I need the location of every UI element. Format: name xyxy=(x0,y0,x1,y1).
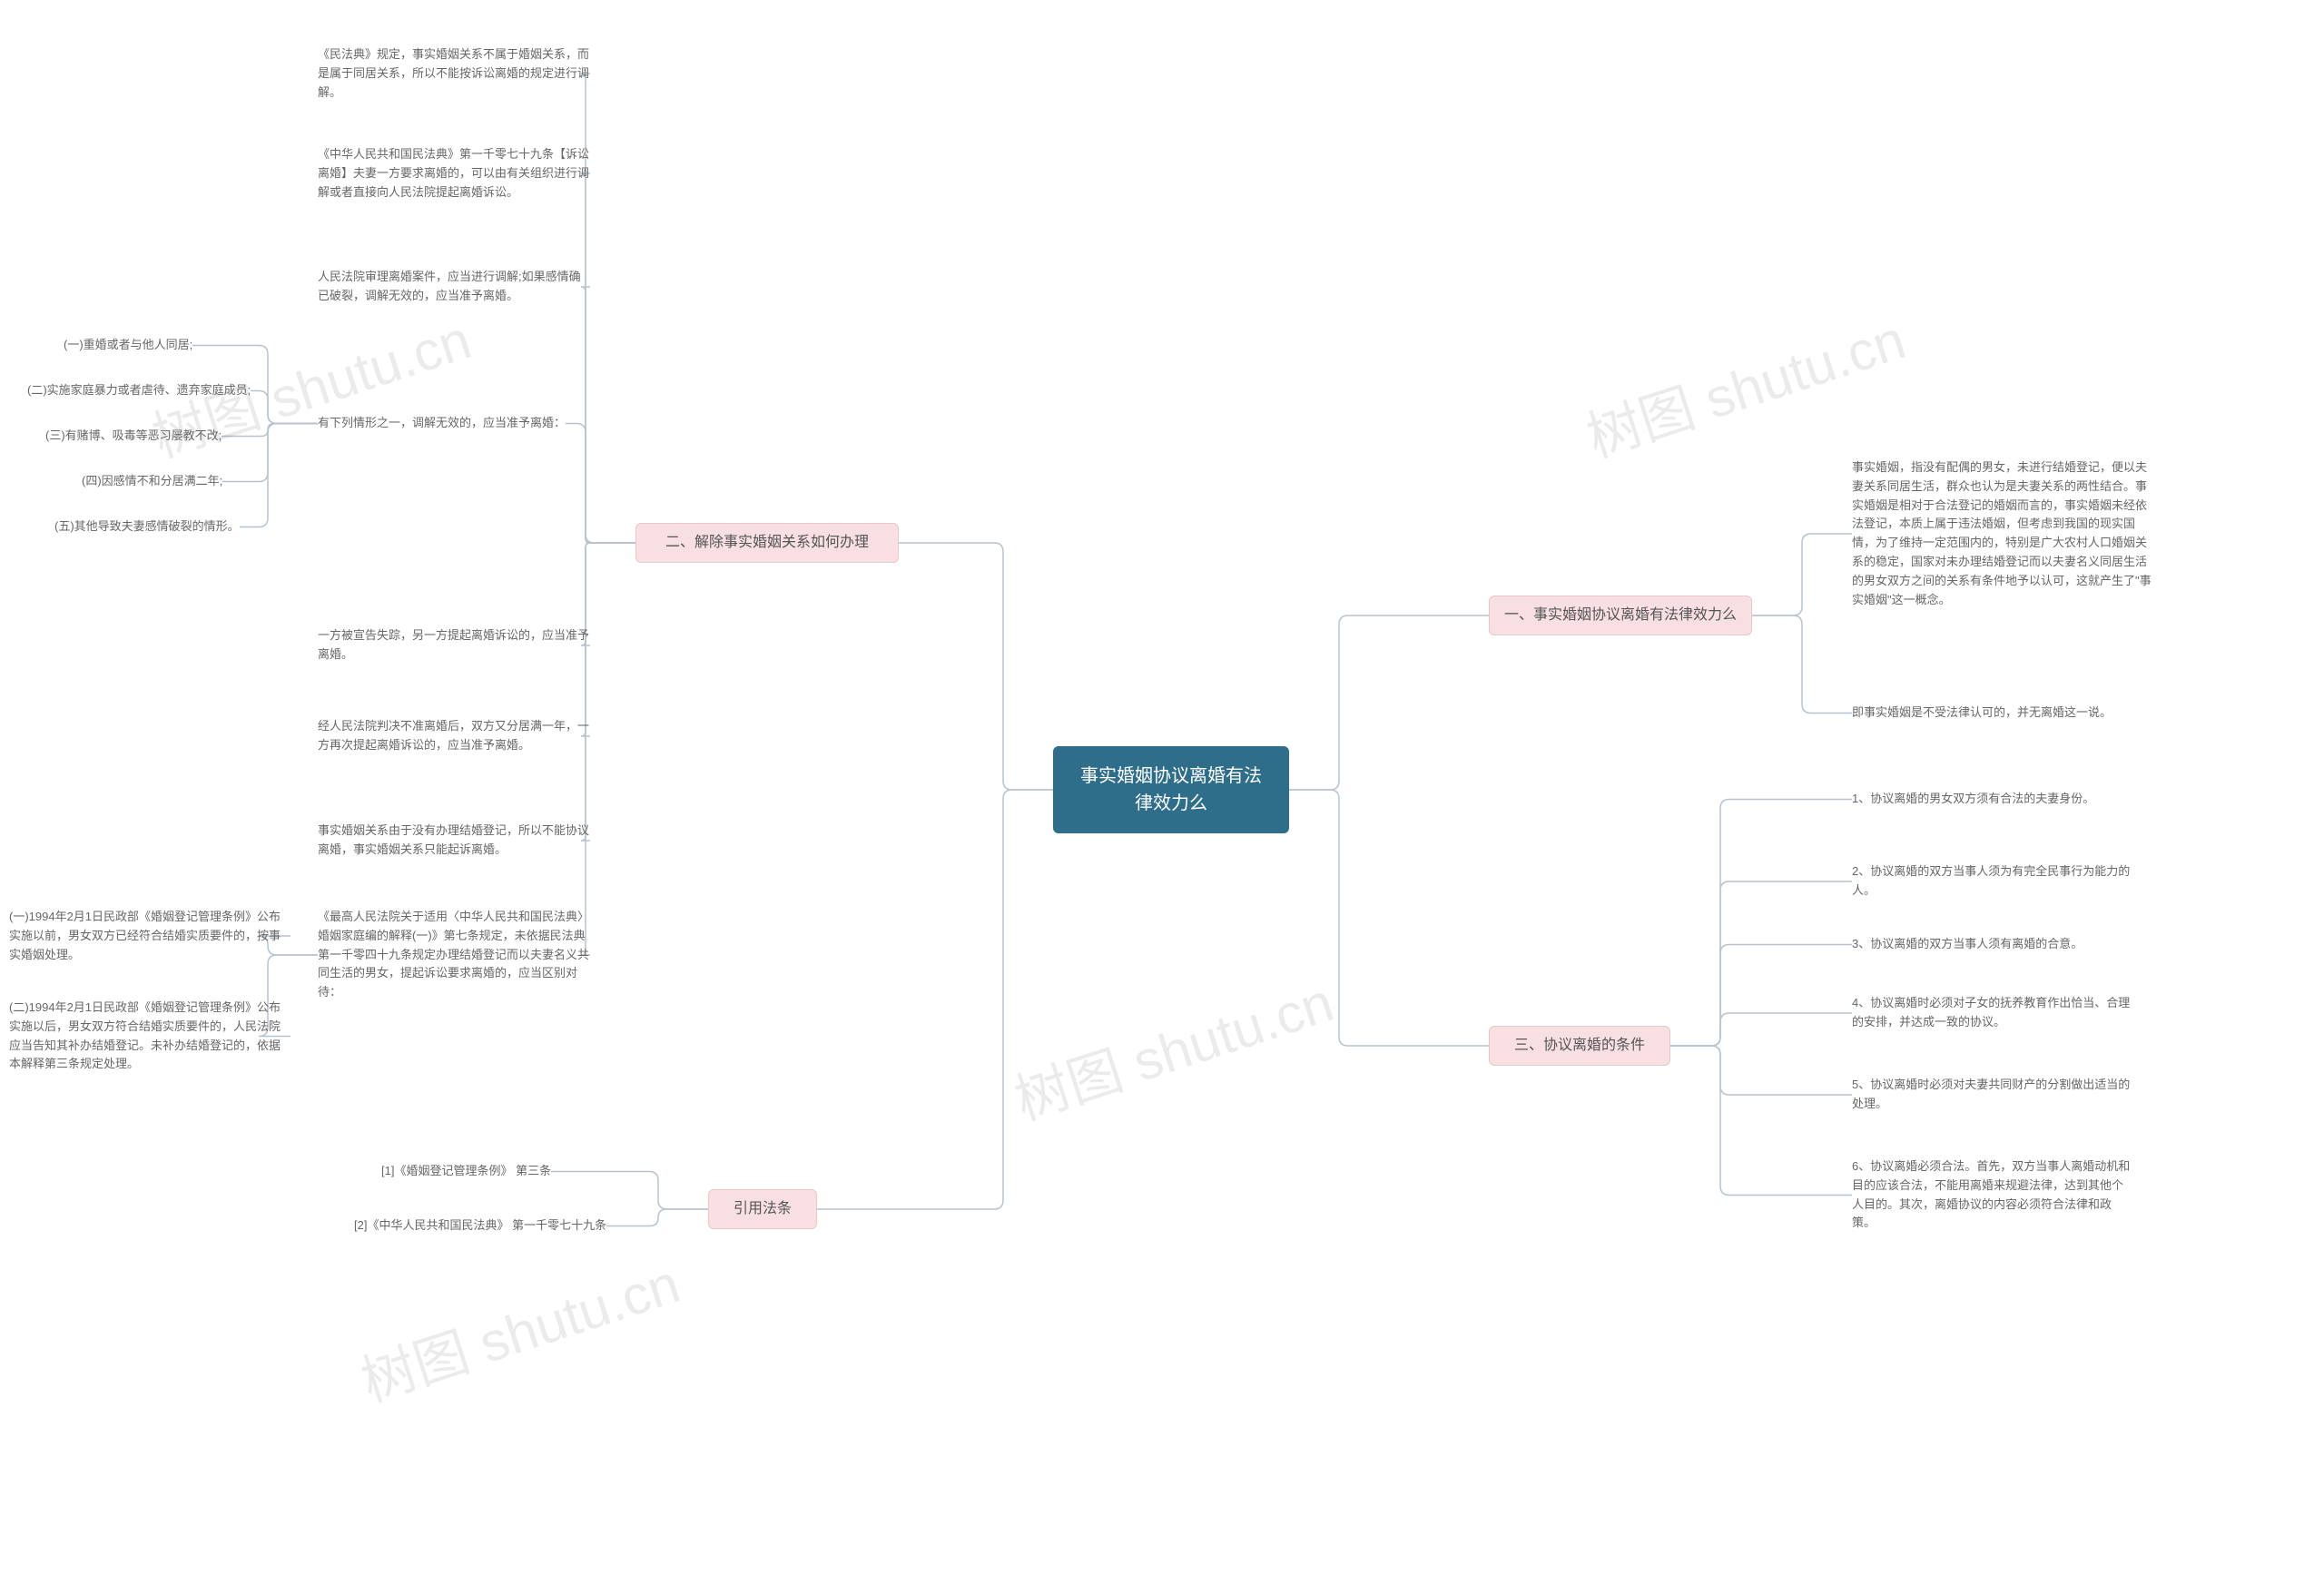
leaf: 1、协议离婚的男女双方须有合法的夫妻身份。 xyxy=(1852,790,2094,809)
branch-3-label: 三、协议离婚的条件 xyxy=(1514,1038,1645,1053)
leaf: 2、协议离婚的双方当事人须为有完全民事行为能力的人。 xyxy=(1852,862,2133,901)
leaf: 《民法典》规定，事实婚姻关系不属于婚姻关系，而是属于同居关系，所以不能按诉讼离婚… xyxy=(318,45,590,102)
branch-2: 二、解除事实婚姻关系如何办理 xyxy=(635,523,899,563)
leaf: 6、协议离婚必须合法。首先，双方当事人离婚动机和目的应该合法，不能用离婚来规避法… xyxy=(1852,1157,2133,1233)
leaf: 事实婚姻，指没有配偶的男女，未进行结婚登记，便以夫妻关系同居生活，群众也认为是夫… xyxy=(1852,458,2152,609)
leaf: 5、协议离婚时必须对夫妻共同财产的分割做出适当的处理。 xyxy=(1852,1076,2133,1114)
branch-2-label: 二、解除事实婚姻关系如何办理 xyxy=(665,535,869,550)
leaf: 人民法院审理离婚案件，应当进行调解;如果感情确已破裂，调解无效的，应当准予离婚。 xyxy=(318,268,590,306)
leaf: 3、协议离婚的双方当事人须有离婚的合意。 xyxy=(1852,935,2083,954)
leaf: 《最高人民法院关于适用〈中华人民共和国民法典〉婚姻家庭编的解释(一)》第七条规定… xyxy=(318,908,590,1002)
leaf: (二)1994年2月1日民政部《婚姻登记管理条例》公布实施以后，男女双方符合结婚… xyxy=(9,999,290,1074)
leaf: 事实婚姻关系由于没有办理结婚登记，所以不能协议离婚，事实婚姻关系只能起诉离婚。 xyxy=(318,822,590,860)
leaf: 《中华人民共和国民法典》第一千零七十九条【诉讼离婚】夫妻一方要求离婚的，可以由有… xyxy=(318,145,590,202)
leaf: (五)其他导致夫妻感情破裂的情形。 xyxy=(54,517,240,537)
branch-4: 引用法条 xyxy=(708,1189,817,1229)
leaf: (四)因感情不和分居满二年; xyxy=(82,472,222,491)
leaf: (一)重婚或者与他人同居; xyxy=(64,336,192,355)
branch-1: 一、事实婚姻协议离婚有法律效力么 xyxy=(1489,596,1752,635)
leaf: [1]《婚姻登记管理条例》 第三条 xyxy=(381,1162,551,1181)
leaf: (一)1994年2月1日民政部《婚姻登记管理条例》公布实施以前，男女双方已经符合… xyxy=(9,908,290,964)
branch-4-label: 引用法条 xyxy=(734,1201,792,1216)
leaf: (三)有赌博、吸毒等恶习屡教不改; xyxy=(45,427,222,446)
leaf: 经人民法院判决不准离婚后，双方又分居满一年，一方再次提起离婚诉讼的，应当准予离婚… xyxy=(318,717,590,755)
leaf: 有下列情形之一，调解无效的，应当准予离婚： xyxy=(318,414,566,433)
leaf: 即事实婚姻是不受法律认可的，并无离婚这一说。 xyxy=(1852,704,2112,723)
leaf: [2]《中华人民共和国民法典》 第一千零七十九条 xyxy=(354,1216,606,1236)
leaf: 一方被宣告失踪，另一方提起离婚诉讼的，应当准予离婚。 xyxy=(318,626,590,665)
branch-1-label: 一、事实婚姻协议离婚有法律效力么 xyxy=(1504,607,1737,623)
leaf: (二)实施家庭暴力或者虐待、遗弃家庭成员; xyxy=(27,381,251,400)
leaf: 4、协议离婚时必须对子女的抚养教育作出恰当、合理的安排，并达成一致的协议。 xyxy=(1852,994,2133,1032)
root-node: 事实婚姻协议离婚有法律效力么 xyxy=(1053,746,1289,833)
branch-3: 三、协议离婚的条件 xyxy=(1489,1026,1670,1066)
